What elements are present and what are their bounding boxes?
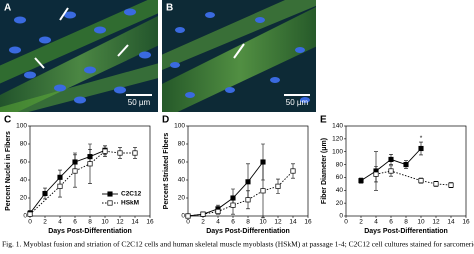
legend-marker bbox=[107, 191, 113, 197]
x-tick-label: 0 bbox=[28, 219, 32, 226]
x-tick-label: 10 bbox=[417, 219, 425, 226]
marker bbox=[388, 156, 394, 162]
x-tick-label: 16 bbox=[146, 219, 154, 226]
y-tick-label: 40 bbox=[20, 177, 28, 184]
panel-label: B bbox=[166, 3, 173, 14]
x-tick-label: 6 bbox=[73, 219, 77, 226]
x-tick-label: 4 bbox=[374, 219, 378, 226]
y-tick-label: 60 bbox=[20, 159, 28, 166]
plot-frame bbox=[345, 125, 467, 217]
x-tick-label: 8 bbox=[246, 219, 250, 226]
scale-label: 50 µm bbox=[128, 98, 151, 107]
x-tick-label: 2 bbox=[201, 219, 205, 226]
caption: Fig. 1. Myoblast fusion and striation of… bbox=[2, 240, 474, 249]
marker bbox=[87, 161, 93, 167]
marker bbox=[448, 182, 454, 188]
y-tick-label: 0 bbox=[181, 213, 185, 220]
micrograph-b bbox=[162, 0, 316, 112]
y-tick-label: 80 bbox=[178, 141, 186, 148]
y-axis-title: Percent Striated Fibers bbox=[163, 133, 170, 210]
marker bbox=[57, 183, 63, 189]
x-tick-label: 14 bbox=[131, 219, 139, 226]
x-tick-label: 14 bbox=[289, 219, 297, 226]
x-tick-label: 8 bbox=[88, 219, 92, 226]
x-tick-label: 2 bbox=[43, 219, 47, 226]
y-axis-title: Fiber Diameter (μm) bbox=[321, 138, 328, 204]
y-tick-label: 140 bbox=[332, 123, 343, 130]
legend-marker bbox=[107, 200, 113, 206]
x-tick-label: 6 bbox=[231, 219, 235, 226]
y-tick-label: 60 bbox=[336, 174, 344, 181]
scale-label: 50 µm bbox=[286, 98, 309, 107]
x-tick-label: 16 bbox=[304, 219, 312, 226]
series-line bbox=[375, 170, 452, 186]
y-tick-label: 100 bbox=[332, 148, 343, 155]
y-tick-label: 60 bbox=[178, 159, 186, 166]
marker bbox=[418, 178, 424, 184]
y-tick-label: 40 bbox=[336, 187, 344, 194]
x-tick-label: 16 bbox=[462, 219, 470, 226]
legend-label: HSkM bbox=[121, 200, 139, 207]
x-tick-label: 10 bbox=[101, 219, 109, 226]
x-tick-label: 6 bbox=[389, 219, 393, 226]
series-line bbox=[187, 161, 264, 217]
x-tick-label: 14 bbox=[447, 219, 455, 226]
marker bbox=[117, 150, 123, 156]
marker bbox=[275, 183, 281, 189]
y-axis-title: Percent Nuclei in Fibers bbox=[5, 131, 12, 211]
x-tick-label: 10 bbox=[259, 219, 267, 226]
x-tick-label: 12 bbox=[274, 219, 282, 226]
y-tick-label: 20 bbox=[336, 200, 344, 207]
annotation: * bbox=[420, 135, 423, 142]
y-tick-label: 100 bbox=[16, 123, 27, 130]
marker bbox=[72, 168, 78, 174]
x-tick-label: 8 bbox=[404, 219, 408, 226]
y-tick-label: 120 bbox=[332, 136, 343, 143]
x-axis-title: Days Post-Differentiation bbox=[206, 228, 290, 235]
marker bbox=[102, 148, 108, 154]
x-tick-label: 0 bbox=[344, 219, 348, 226]
x-tick-label: 4 bbox=[58, 219, 62, 226]
x-tick-label: 0 bbox=[186, 219, 190, 226]
x-tick-label: 12 bbox=[432, 219, 440, 226]
marker bbox=[245, 179, 251, 185]
marker bbox=[132, 150, 138, 156]
series-line bbox=[29, 150, 135, 215]
marker bbox=[403, 162, 409, 168]
legend-label: C2C12 bbox=[121, 191, 142, 198]
marker bbox=[290, 168, 296, 174]
marker bbox=[373, 171, 379, 177]
y-tick-label: 0 bbox=[23, 213, 27, 220]
x-axis-title: Days Post-Differentiation bbox=[48, 228, 132, 235]
panel-label: A bbox=[4, 3, 11, 14]
marker bbox=[245, 197, 251, 203]
x-axis-title: Days Post-Differentiation bbox=[364, 228, 448, 235]
micrograph-a bbox=[0, 0, 158, 112]
marker bbox=[433, 181, 439, 187]
panel-label: E bbox=[320, 115, 327, 126]
marker bbox=[418, 145, 424, 152]
y-tick-label: 100 bbox=[174, 123, 185, 130]
marker bbox=[200, 211, 206, 217]
x-tick-label: 2 bbox=[359, 219, 363, 226]
marker bbox=[185, 213, 191, 219]
marker bbox=[358, 178, 364, 184]
marker bbox=[215, 208, 221, 215]
y-tick-label: 20 bbox=[20, 195, 28, 202]
y-tick-label: 20 bbox=[178, 195, 186, 202]
panel-label: C bbox=[4, 115, 11, 126]
y-tick-label: 0 bbox=[339, 213, 343, 220]
marker bbox=[230, 202, 236, 208]
x-tick-label: 4 bbox=[216, 219, 220, 226]
marker bbox=[388, 168, 394, 174]
marker bbox=[260, 188, 266, 194]
y-tick-label: 40 bbox=[178, 177, 186, 184]
panel-label: D bbox=[162, 115, 169, 126]
y-tick-label: 80 bbox=[336, 161, 344, 168]
marker bbox=[27, 211, 33, 217]
y-tick-label: 80 bbox=[20, 141, 28, 148]
x-tick-label: 12 bbox=[116, 219, 124, 226]
marker bbox=[42, 190, 48, 197]
